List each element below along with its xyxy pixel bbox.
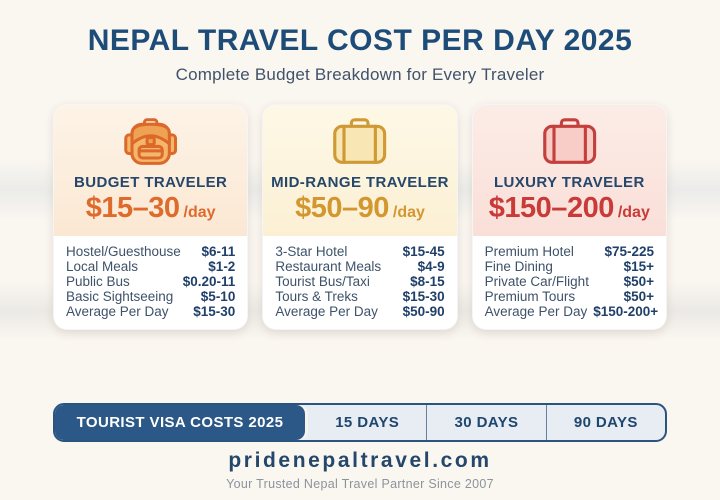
item-label: Premium Tours [484,289,576,304]
item-value: $6-11 [201,244,236,259]
list-item: Premium Tours $50+ [485,289,654,304]
item-value: $4-9 [417,259,445,274]
visa-bar-label: TOURIST VISA COSTS 2025 [55,405,305,440]
item-label: Basic Sightseeing [66,289,174,304]
budget-price-unit: /day [183,204,216,221]
traveler-cards: BUDGET TRAVELER $15–30 /day Hostel/Guest… [53,104,667,330]
midrange-card-header: MID-RANGE TRAVELER $50–90 /day [263,105,457,236]
item-label: Average Per Day [275,304,378,319]
item-label: Tours & Treks [275,289,358,304]
item-value: $15+ [623,259,654,274]
item-value: $75-225 [604,244,654,259]
visa-tab-15-days[interactable]: 15 DAYS [335,414,400,431]
midrange-card-title: MID-RANGE TRAVELER [271,174,449,191]
page-title: NEPAL TRAVEL COST PER DAY 2025 [87,24,633,57]
item-label: Average Per Day [66,304,169,319]
list-item: Private Car/Flight $50+ [485,274,654,289]
item-value: $15-45 [402,244,445,259]
item-value: $1-2 [208,259,236,274]
footer: pridenepaltravel.com Your Trusted Nepal … [0,449,720,491]
item-value: $8-15 [410,274,445,289]
item-label: Restaurant Meals [275,259,382,274]
item-value: $50+ [623,289,654,304]
item-label: Average Per Day [484,304,588,319]
list-item: Average Per Day $15-30 [66,304,235,319]
footer-tagline: Your Trusted Nepal Travel Partner Since … [226,477,494,491]
item-value: $50-90 [402,304,445,319]
item-value: $5-10 [200,289,236,304]
list-item: Public Bus $0.20-11 [66,274,235,289]
list-item: Average Per Day $150-200+ [484,304,659,319]
item-value: $15-30 [402,289,445,304]
luxury-price: $150–200 [488,192,615,224]
visa-tab-30-days[interactable]: 30 DAYS [426,405,545,440]
briefcase-icon [542,118,596,164]
budget-price: $15–30 [85,192,180,224]
list-item: Average Per Day $50-90 [275,304,444,319]
budget-traveler-card: BUDGET TRAVELER $15–30 /day Hostel/Guest… [53,104,249,330]
list-item: 3-Star Hotel $15-45 [275,244,444,259]
item-label: Fine Dining [484,259,553,274]
midrange-price: $50–90 [295,192,389,224]
visa-tab-90-days[interactable]: 90 DAYS [545,405,665,440]
item-value: $15-30 [193,304,236,319]
list-item: Basic Sightseeing $5-10 [66,289,235,304]
tourist-visa-bar: TOURIST VISA COSTS 2025 15 DAYS 30 DAYS … [53,403,667,442]
item-label: Public Bus [66,274,130,289]
budget-card-title: BUDGET TRAVELER [74,174,228,191]
luxury-traveler-card: LUXURY TRAVELER $150–200 /day Premium Ho… [471,104,667,330]
luxury-price-line: $150–200 /day [489,192,650,225]
budget-card-items: Hostel/Guesthouse $6-11 Local Meals $1-2… [54,236,248,329]
list-item: Local Meals $1-2 [66,259,235,274]
list-item: Tourist Bus/Taxi $8-15 [275,274,444,289]
midrange-traveler-card: MID-RANGE TRAVELER $50–90 /day 3-Star Ho… [262,104,458,330]
header: NEPAL TRAVEL COST PER DAY 2025 Complete … [0,24,720,85]
item-label: 3-Star Hotel [275,244,348,259]
midrange-price-line: $50–90 /day [295,192,425,225]
list-item: Hostel/Guesthouse $6-11 [66,244,235,259]
budget-price-line: $15–30 /day [86,192,216,225]
item-value: $150-200+ [593,304,659,319]
luxury-card-title: LUXURY TRAVELER [493,174,645,191]
list-item: Restaurant Meals $4-9 [275,259,444,274]
visa-duration-tabs: 15 DAYS 30 DAYS 90 DAYS [308,405,665,440]
luxury-price-unit: /day [617,204,650,221]
list-item: Tours & Treks $15-30 [275,289,444,304]
list-item: Premium Hotel $75-225 [485,244,654,259]
midrange-price-unit: /day [392,204,425,221]
item-label: Tourist Bus/Taxi [275,274,370,289]
backpack-icon [124,118,178,165]
item-label: Hostel/Guesthouse [66,244,181,259]
budget-card-header: BUDGET TRAVELER $15–30 /day [54,105,248,236]
page-subtitle: Complete Budget Breakdown for Every Trav… [175,65,545,84]
item-value: $50+ [623,274,654,289]
item-value: $0.20-11 [182,274,236,289]
website-link[interactable]: pridenepaltravel.com [228,449,492,472]
luxury-card-header: LUXURY TRAVELER $150–200 /day [472,105,666,236]
suitcase-icon [333,118,387,164]
item-label: Private Car/Flight [484,274,589,289]
list-item: Fine Dining $15+ [485,259,654,274]
item-label: Premium Hotel [484,244,574,259]
midrange-card-items: 3-Star Hotel $15-45 Restaurant Meals $4-… [263,236,457,329]
item-label: Local Meals [66,259,139,274]
luxury-card-items: Premium Hotel $75-225 Fine Dining $15+ P… [472,236,666,329]
